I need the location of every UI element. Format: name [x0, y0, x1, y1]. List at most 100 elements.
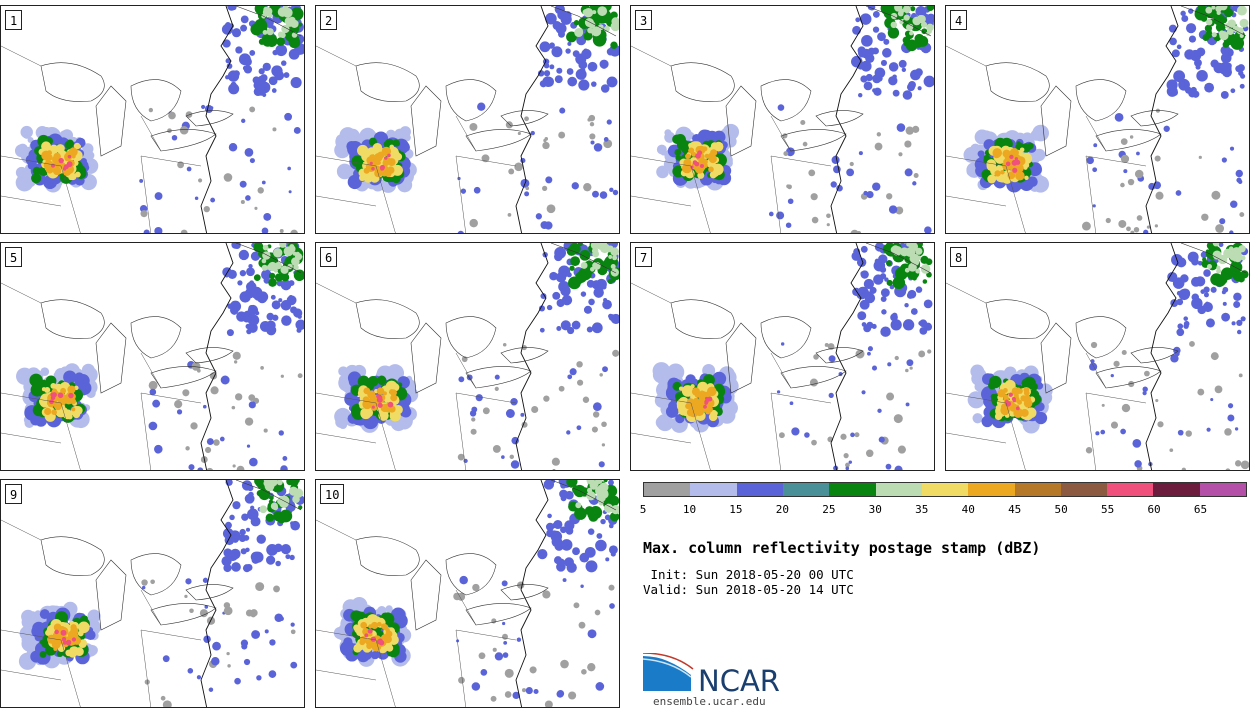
reflectivity-cell — [296, 327, 302, 333]
reflectivity-cell — [43, 174, 58, 190]
reflectivity-cell — [1021, 378, 1032, 389]
reflectivity-cell — [560, 13, 572, 25]
reflectivity-cell — [831, 155, 840, 165]
reflectivity-cell — [469, 122, 478, 131]
reflectivity-cell — [992, 150, 1001, 159]
reflectivity-cell — [583, 31, 593, 41]
reflectivity-cell — [1194, 58, 1202, 67]
reflectivity-cell — [972, 413, 983, 424]
reflectivity-cell — [1120, 154, 1130, 163]
reflectivity-cell — [469, 218, 478, 228]
reflectivity-cell — [525, 186, 530, 191]
reflectivity-cell — [926, 271, 932, 278]
reflectivity-cell — [266, 544, 278, 556]
reflectivity-cell — [203, 206, 210, 213]
reflectivity-cell — [539, 41, 551, 53]
reflectivity-cell — [59, 173, 64, 178]
reflectivity-cell — [140, 210, 148, 218]
map-boundary — [670, 299, 735, 339]
reflectivity-cell — [691, 151, 697, 157]
reflectivity-cell — [182, 389, 190, 397]
reflectivity-cell — [608, 584, 615, 591]
reflectivity-cell — [1188, 35, 1197, 43]
reflectivity-cell — [504, 691, 512, 698]
reflectivity-cell — [199, 609, 208, 618]
reflectivity-cell — [262, 92, 267, 97]
map-boundary — [515, 480, 549, 707]
reflectivity-cell — [1121, 403, 1131, 413]
reflectivity-cell — [606, 76, 618, 88]
reflectivity-cell — [1177, 323, 1184, 330]
reflectivity-cell — [849, 161, 854, 167]
reflectivity-cell — [542, 185, 548, 191]
reflectivity-cell — [150, 579, 155, 585]
reflectivity-cell — [39, 651, 47, 658]
reflectivity-cell — [1128, 380, 1135, 388]
reflectivity-cell — [245, 609, 254, 617]
reflectivity-cell — [1144, 370, 1150, 377]
map-boundary — [130, 316, 182, 359]
reflectivity-cell — [869, 286, 877, 294]
reflectivity-cell — [652, 366, 671, 384]
reflectivity-cell — [1240, 460, 1249, 470]
reflectivity-cell — [904, 303, 909, 308]
reflectivity-cell — [353, 624, 360, 631]
reflectivity-cell — [494, 374, 500, 380]
reflectivity-cell — [1201, 213, 1209, 221]
reflectivity-cell — [877, 32, 886, 42]
reflectivity-cell — [898, 152, 903, 157]
reflectivity-cell — [298, 22, 303, 27]
reflectivity-cell — [261, 258, 267, 264]
reflectivity-cell — [529, 666, 537, 674]
reflectivity-cell — [902, 6, 911, 14]
reflectivity-cell — [234, 677, 241, 685]
reflectivity-cell — [592, 411, 600, 418]
reflectivity-cell — [897, 10, 904, 17]
reflectivity-cell — [189, 608, 194, 613]
reflectivity-cell — [984, 400, 993, 409]
reflectivity-cell — [249, 457, 258, 467]
reflectivity-cell — [51, 392, 57, 398]
reflectivity-cell — [1224, 428, 1232, 436]
colorbar-tick-label: 60 — [1147, 503, 1161, 516]
reflectivity-cell — [874, 142, 883, 151]
reflectivity-cell — [925, 13, 934, 24]
reflectivity-cell — [609, 603, 615, 609]
reflectivity-cell — [560, 320, 571, 331]
reflectivity-cell — [490, 695, 497, 702]
reflectivity-cell — [1015, 171, 1025, 181]
reflectivity-cell — [262, 62, 271, 72]
reflectivity-cell — [1110, 421, 1119, 429]
reflectivity-cell — [226, 63, 233, 69]
reflectivity-cell — [268, 272, 276, 280]
reflectivity-cell — [1195, 276, 1206, 287]
map-boundary — [316, 45, 517, 233]
reflectivity-cell — [593, 143, 603, 152]
reflectivity-cell — [924, 226, 932, 233]
reflectivity-cell — [269, 639, 276, 646]
reflectivity-cell — [370, 621, 379, 630]
reflectivity-cell — [1185, 430, 1192, 437]
reflectivity-cell — [704, 153, 710, 159]
member-number-label: 3 — [635, 10, 653, 30]
map-boundary — [1145, 243, 1179, 470]
reflectivity-cell — [282, 455, 288, 461]
reflectivity-cell — [235, 46, 243, 54]
reflectivity-cell — [381, 623, 387, 630]
map-boundary — [150, 603, 217, 626]
reflectivity-cell — [475, 394, 483, 402]
reflectivity-cell — [1020, 408, 1029, 417]
reflectivity-cell — [63, 370, 77, 384]
reflectivity-cell — [1176, 44, 1182, 50]
reflectivity-cell — [293, 126, 301, 134]
reflectivity-cell — [292, 495, 300, 504]
reflectivity-cell — [531, 405, 539, 414]
reflectivity-cell — [1196, 47, 1206, 57]
map-boundary — [780, 366, 847, 389]
reflectivity-cell — [706, 386, 717, 397]
reflectivity-cell — [880, 288, 890, 298]
reflectivity-cell — [248, 304, 255, 311]
reflectivity-cell — [970, 364, 985, 379]
reflectivity-cell — [296, 491, 303, 497]
reflectivity-cell — [609, 511, 619, 522]
